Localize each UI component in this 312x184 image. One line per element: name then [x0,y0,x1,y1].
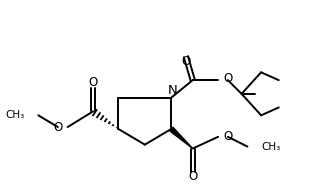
Text: O: O [223,72,232,85]
Text: O: O [188,170,197,183]
Text: CH₃: CH₃ [5,110,25,120]
Text: O: O [88,76,98,89]
Text: O: O [53,121,63,134]
Text: CH₃: CH₃ [261,141,280,152]
Text: O: O [181,55,191,68]
Text: N: N [167,84,177,97]
Polygon shape [170,127,193,148]
Text: O: O [223,130,232,143]
